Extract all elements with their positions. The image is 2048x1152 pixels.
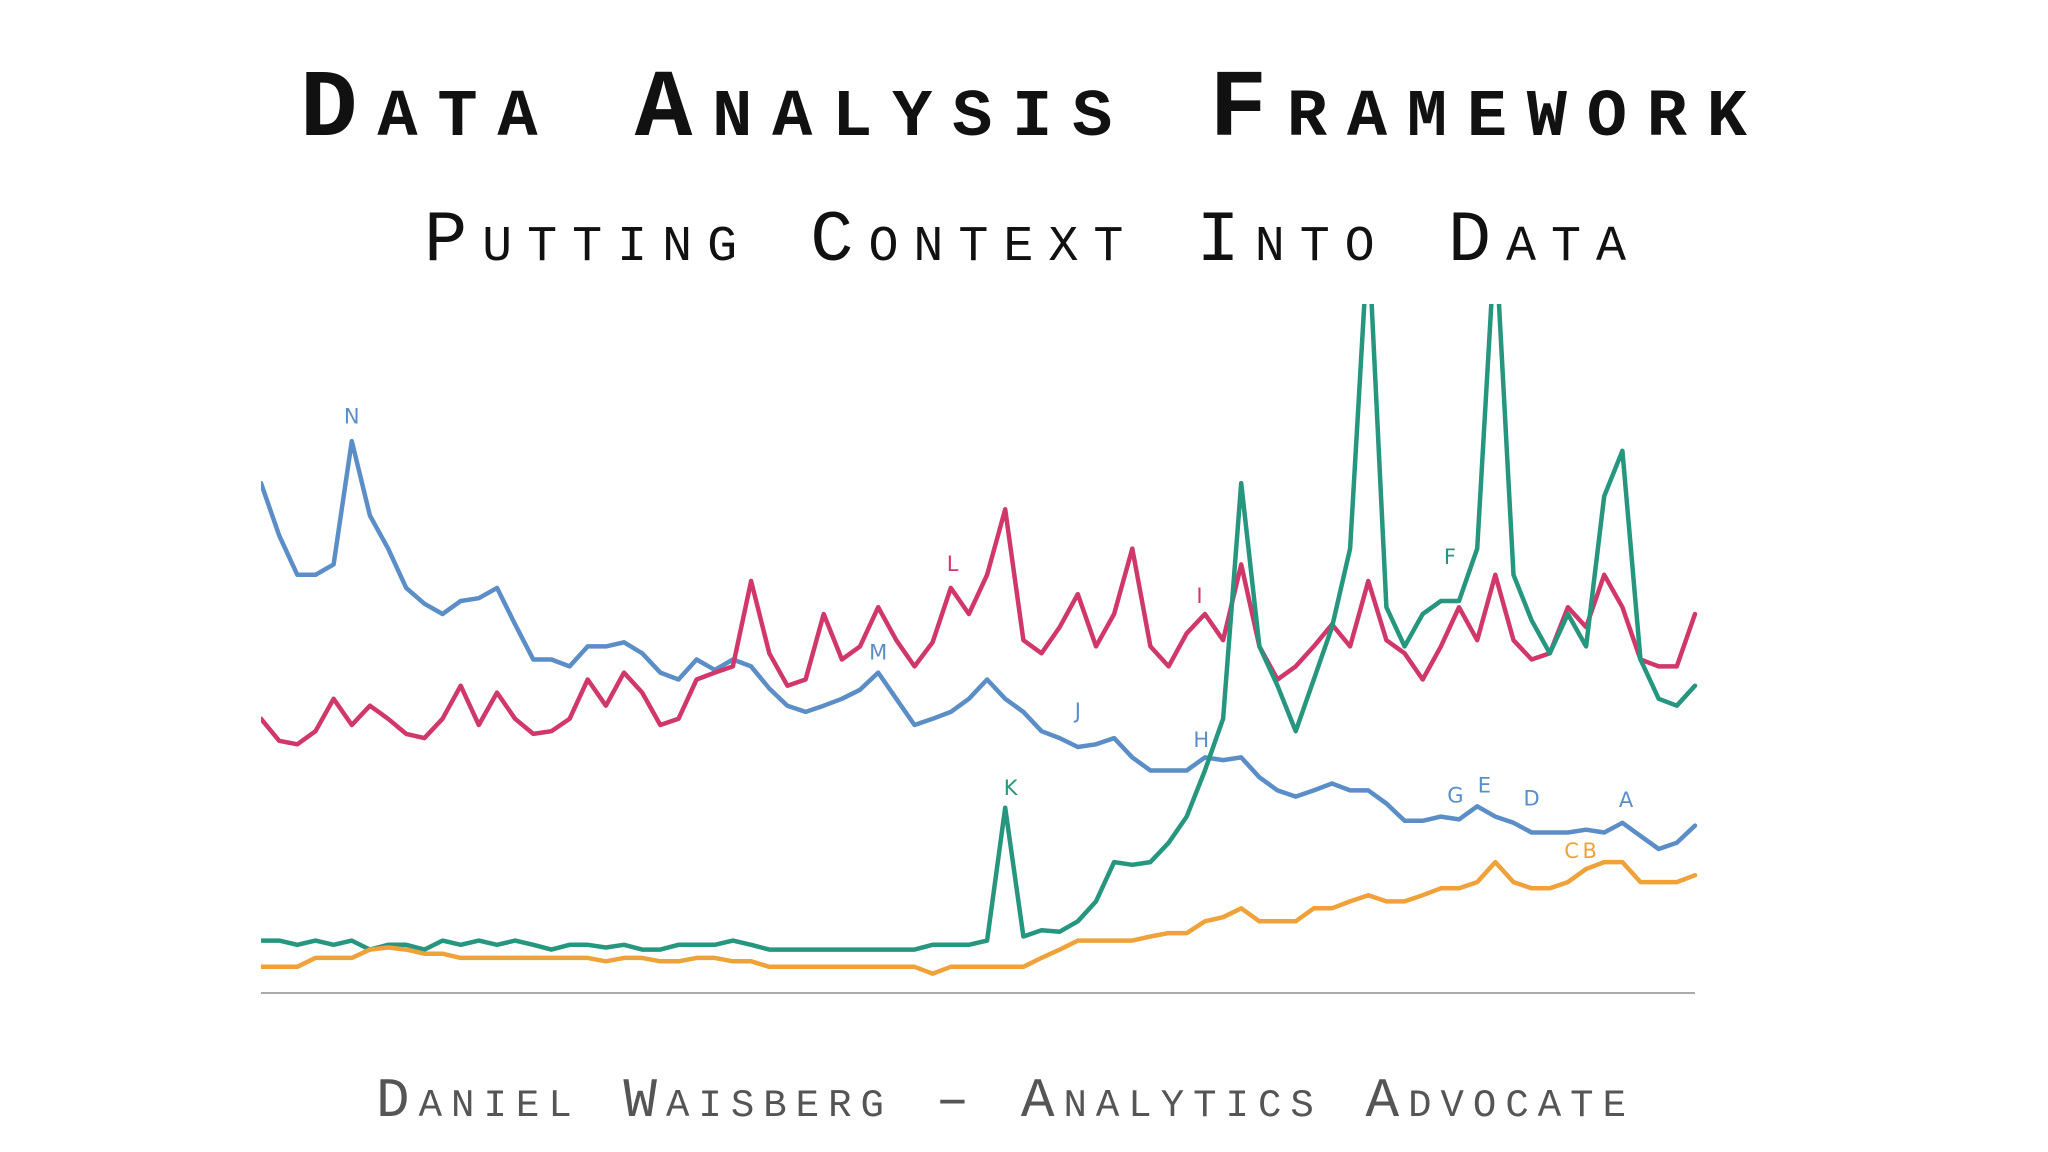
annotation: N (344, 405, 360, 429)
title: Data Analysis Framework (300, 55, 1748, 164)
annotations: N L M J I H K F G E D A C B (344, 405, 1634, 863)
subtitle: Putting Context Into Data (424, 200, 1626, 282)
annotation: G (1447, 784, 1463, 808)
series-line (261, 438, 1698, 852)
annotation: I (1196, 584, 1202, 608)
annotation: A (1619, 788, 1634, 812)
plot (261, 304, 1698, 976)
footer: Daniel Waisberg – Analytics Advocate (376, 1069, 1626, 1133)
annotation: F (1444, 545, 1456, 569)
series-line (261, 304, 1698, 952)
annotation: H (1193, 728, 1209, 752)
annotation: D (1524, 786, 1540, 810)
annotation: B (1583, 839, 1597, 863)
annotation: J (1073, 699, 1081, 723)
annotation: M (869, 640, 887, 664)
annotation: K (1004, 776, 1019, 800)
annotation: L (947, 552, 959, 576)
series-line (261, 507, 1698, 747)
annotation: C (1564, 839, 1579, 863)
annotation: E (1478, 773, 1491, 797)
series-line (261, 859, 1698, 976)
